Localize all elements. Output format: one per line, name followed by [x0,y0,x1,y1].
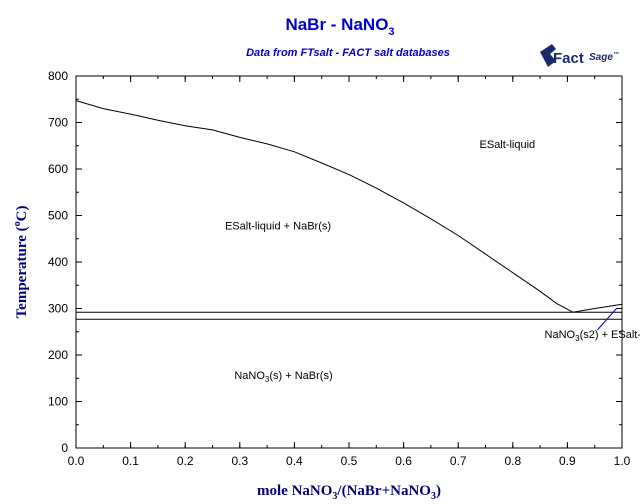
y-axis-label-degree: o [12,221,23,226]
region-label-part: (s) + NaBr(s) [269,370,332,382]
factsage-logo-brand: Fact [553,50,584,67]
x-tick-label: 1.0 [614,454,631,468]
x-axis-label-part3: ) [436,483,441,499]
x-axis-label: mole NaNO3/(NaBr+NaNO3) [257,483,441,502]
x-tick-label: 0.1 [122,454,139,468]
region-label: NaNO3(s) + NaBr(s) [234,370,332,384]
y-tick-label: 200 [48,348,68,362]
region-label-part: (s2) + ESalt-liquid [580,329,640,341]
factsage-logo-suffix: Sage™ [589,51,619,63]
region-label: ESalt-liquid [480,139,536,151]
region-label-part: ESalt-liquid [480,139,536,151]
x-tick-label: 0.0 [68,454,85,468]
x-axis-label-sub2: 3 [431,491,436,502]
x-tick-label: 0.2 [177,454,194,468]
x-tick-label: 0.9 [559,454,576,468]
phase-boundaries [75,100,623,320]
y-tick-label: 800 [48,69,68,83]
chart-title-main: NaBr - NaNO [285,15,388,34]
factsage-logo-trademark: ™ [613,51,619,58]
y-tick-label: 100 [48,395,68,409]
annotation-leader-line [597,308,617,331]
x-tick-label: 0.8 [504,454,521,468]
x-tick-label: 0.4 [286,454,303,468]
region-label-part: ESalt-liquid + NaBr(s) [225,220,331,232]
region-label-part: 3 [265,375,270,384]
y-tick-label: 400 [48,255,68,269]
y-tick-label: 500 [48,209,68,223]
region-label-part: NaNO [234,370,265,382]
chart-title: NaBr - NaNO3 [285,15,394,38]
chart-subtitle: Data from FTsalt - FACT salt databases [246,47,450,59]
y-axis-label: Temperature (oC) [12,206,30,319]
x-axis-label-part2: /(NaBr+NaNO [336,483,431,499]
region-label: ESalt-liquid + NaBr(s) [225,220,331,232]
y-axis-label-part2: C) [14,206,30,222]
region-label: NaNO3(s2) + ESalt-liquid [545,329,640,343]
region-label-part: 3 [575,334,580,343]
y-tick-label: 600 [48,162,68,176]
chart-title-subscript: 3 [388,26,394,38]
axis-ticks: 0.0 0.1 0.2 0.3 0.4 0.5 0.6 0.7 0.8 0.9 1.0 0 100 200… [48,69,631,468]
x-axis-label-part1: mole NaNO [257,483,332,499]
x-tick-label: 0.7 [450,454,467,468]
factsage-logo: Fact Sage™ [540,44,619,67]
y-tick-label: 700 [48,116,68,130]
x-axis-label-sub1: 3 [332,491,337,502]
phase-boundary-line [572,303,623,313]
x-tick-label: 0.3 [231,454,248,468]
phase-boundary-line [75,100,574,313]
factsage-logo-suffix-text: Sage [589,52,613,63]
plot-frame [75,75,623,449]
y-tick-label: 300 [48,302,68,316]
y-tick-label: 0 [61,441,68,455]
factsage-logo-mark [540,44,556,67]
x-tick-label: 0.5 [341,454,358,468]
x-tick-label: 0.6 [395,454,412,468]
region-label-part: NaNO [545,329,576,341]
y-axis-label-part1: Temperature ( [14,226,30,318]
